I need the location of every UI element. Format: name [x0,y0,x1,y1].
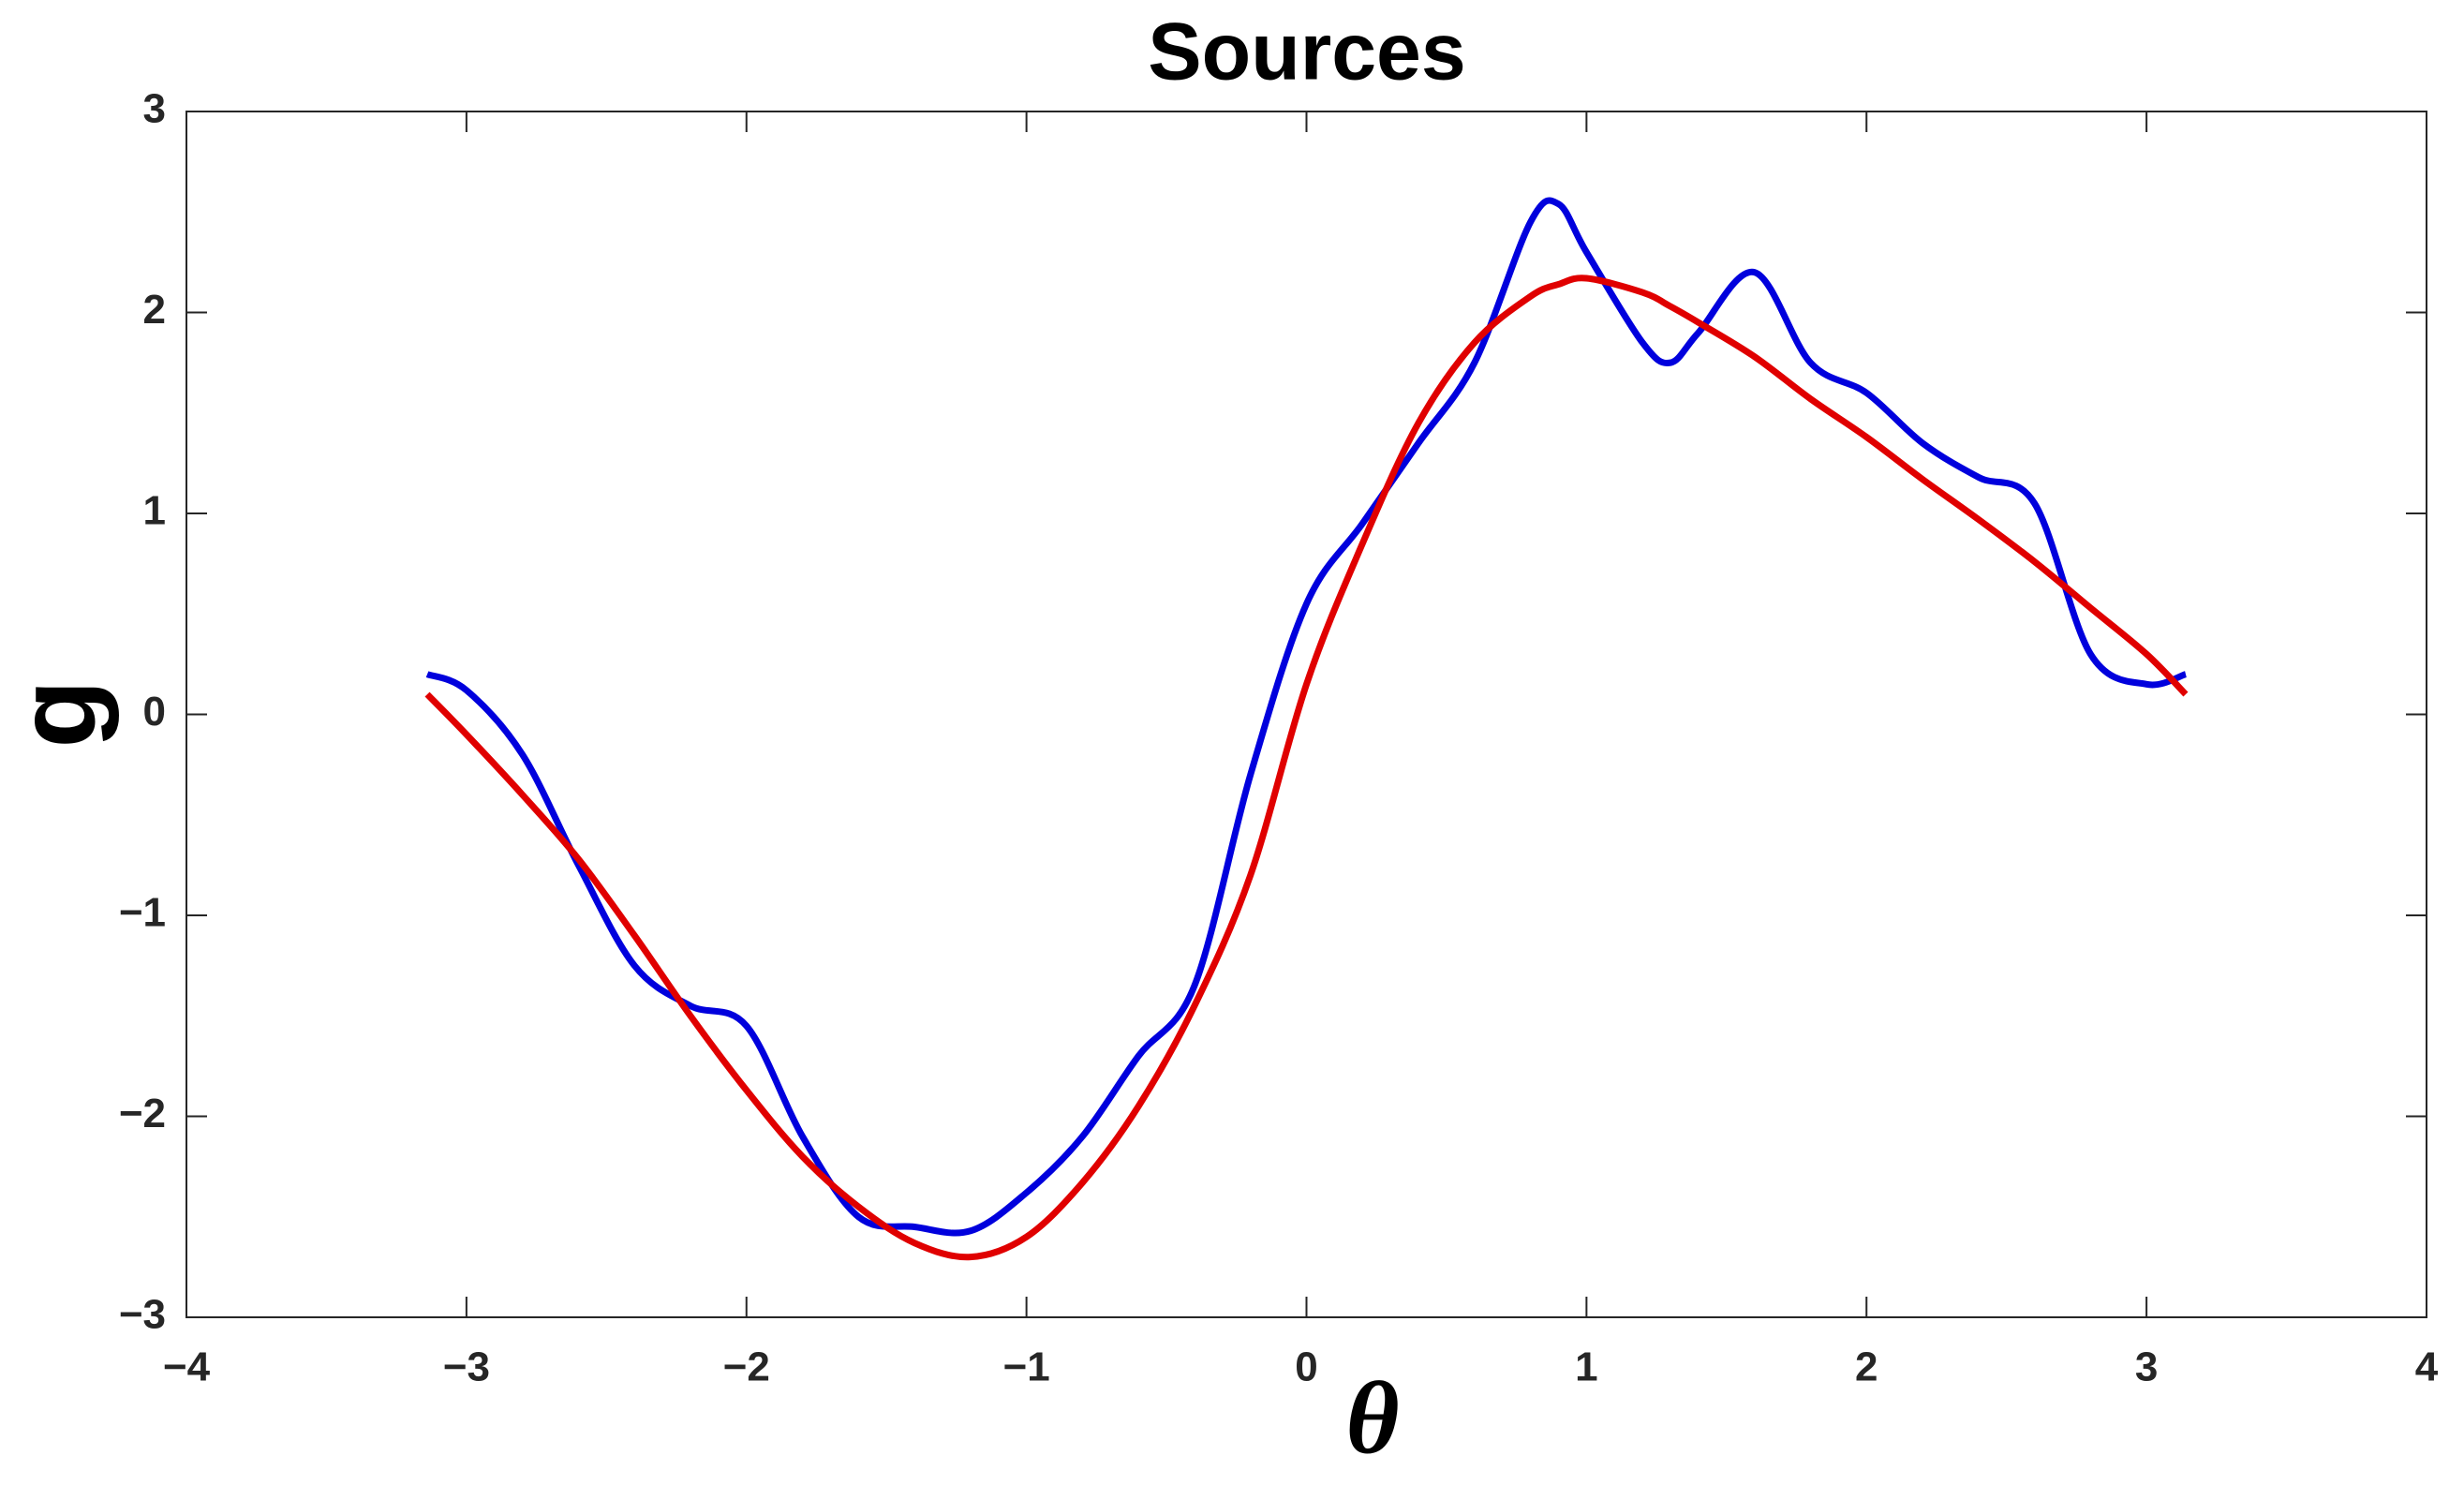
data-line [425,197,2188,1237]
plot-frame [186,111,2427,1318]
y-tick-label: 0 [143,689,166,735]
y-tick-label: 1 [143,488,166,534]
x-axis-label: θ [1345,1360,1399,1475]
x-tick-label: −2 [723,1344,770,1390]
y-axis-label: g [0,679,120,748]
x-tick-label: 3 [2135,1344,2158,1390]
x-tick-label: 1 [1575,1344,1597,1390]
x-tick-label: −3 [443,1344,490,1390]
x-tick-label: −1 [1003,1344,1050,1390]
x-tick-label: 0 [1295,1344,1317,1390]
chart-title: Sources [1148,7,1465,97]
x-tick-label: 2 [1855,1344,1878,1390]
y-tick-label: −3 [119,1292,166,1338]
y-tick-label: 3 [143,86,166,132]
y-tick-label: −2 [119,1091,166,1136]
x-tick-label: 4 [2415,1344,2439,1390]
x-tick-label: −4 [163,1344,211,1390]
y-tick-label: −1 [119,890,166,936]
data-line [424,275,2189,1261]
y-tick-label: 2 [143,287,166,333]
